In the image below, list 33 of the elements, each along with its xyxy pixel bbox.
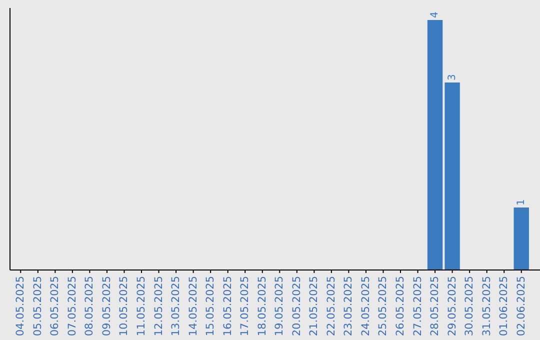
x-tick-label: 08.05.2025	[84, 276, 96, 336]
x-tick-label: 24.05.2025	[360, 276, 372, 336]
x-tick-label: 27.05.2025	[412, 276, 424, 336]
x-tick-label: 21.05.2025	[308, 276, 320, 336]
x-tick-label: 16.05.2025	[222, 276, 234, 336]
data-label: 3	[446, 74, 458, 80]
x-tick-label: 12.05.2025	[152, 276, 165, 336]
x-tick-label: 15.05.2025	[204, 276, 217, 336]
x-tick-label: 29.05.2025	[446, 276, 458, 336]
x-tick-label: 19.05.2025	[274, 276, 286, 336]
x-tick-label: 23.05.2025	[342, 276, 355, 336]
x-tick-label: 17.05.2025	[239, 276, 252, 336]
x-tick-label: 31.05.2025	[480, 276, 493, 336]
x-tick-label: 26.05.2025	[394, 276, 406, 336]
x-tick-label: 18.05.2025	[256, 276, 268, 336]
data-label: 4	[430, 12, 441, 18]
x-tick-label: 13.05.2025	[170, 276, 182, 336]
x-tick-label: 14.05.2025	[187, 276, 200, 336]
x-tick-label: 28.05.2025	[429, 276, 442, 336]
x-tick-label: 10.05.2025	[118, 276, 130, 336]
x-tick-label: 07.05.2025	[66, 276, 78, 336]
data-label: 1	[516, 199, 527, 206]
x-tick-label: 11.05.2025	[136, 276, 148, 336]
x-tick-label: 01.06.2025	[498, 276, 510, 336]
x-tick-label: 02.06.2025	[515, 276, 528, 336]
x-tick-label: 25.05.2025	[377, 276, 390, 336]
x-tick-label: 22.05.2025	[325, 276, 338, 336]
x-tick-label: 06.05.2025	[49, 276, 62, 336]
x-tick-label: 09.05.2025	[100, 276, 113, 336]
x-tick-label: 04.05.2025	[14, 276, 27, 336]
x-tick-label: 30.05.2025	[464, 276, 476, 336]
x-tick-label: 20.05.2025	[290, 276, 303, 336]
x-tick-label: 05.05.2025	[32, 276, 44, 336]
